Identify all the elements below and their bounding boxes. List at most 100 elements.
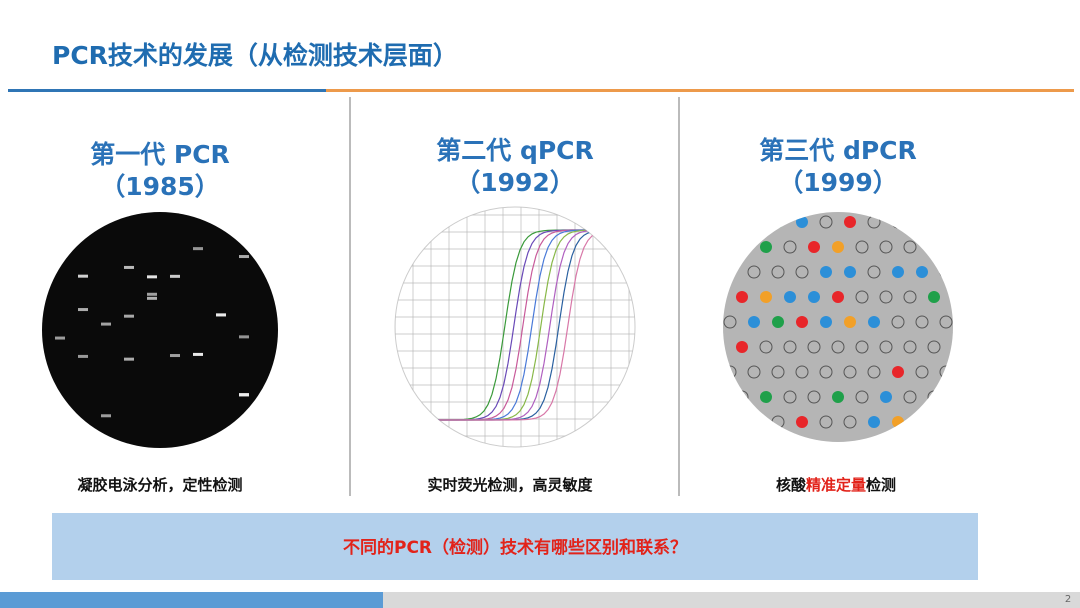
dpcr-well [771, 365, 785, 379]
dpcr-well [807, 390, 821, 404]
gel-band [147, 275, 157, 279]
column-year: （1992） [455, 168, 575, 197]
dpcr-well [723, 215, 737, 229]
gel-band [216, 313, 226, 317]
gel-image [42, 212, 278, 448]
dpcr-well [783, 240, 797, 254]
dpcr-dot [832, 291, 844, 303]
caption-text: 核酸 [776, 476, 807, 494]
dpcr-dot [880, 391, 892, 403]
caption: 核酸精准定量检测 [776, 476, 896, 494]
dpcr-well [843, 365, 857, 379]
dpcr-well [915, 365, 929, 379]
dpcr-well [855, 390, 869, 404]
dpcr-well [891, 315, 905, 329]
dpcr-well [747, 265, 761, 279]
dpcr-well [759, 340, 773, 354]
dpcr-dot [928, 291, 940, 303]
dpcr-well [735, 390, 749, 404]
dpcr-well [867, 265, 881, 279]
caption-text: 实时荧光检测，高灵敏度 [427, 476, 593, 494]
dpcr-dot [724, 266, 736, 278]
dpcr-dot [760, 291, 772, 303]
dpcr-well [783, 340, 797, 354]
dpcr-well [939, 215, 953, 229]
dpcr-dot [796, 216, 808, 228]
dpcr-well [795, 265, 809, 279]
dpcr-well [819, 415, 833, 429]
dpcr-well [891, 215, 905, 229]
dpcr-dot [928, 241, 940, 253]
dpcr-dot [748, 416, 760, 428]
dpcr-dot [832, 241, 844, 253]
column-year: （1985） [100, 172, 220, 201]
dpcr-well [951, 390, 953, 404]
dpcr-well [915, 315, 929, 329]
dpcr-dot [916, 266, 928, 278]
caption: 实时荧光检测，高灵敏度 [427, 476, 593, 494]
dpcr-well [795, 365, 809, 379]
dpcr-dot [940, 416, 952, 428]
gel-band [55, 244, 65, 248]
dpcr-well [843, 415, 857, 429]
dpcr-well [831, 340, 845, 354]
dpcr-dot [760, 391, 772, 403]
column-year: （1999） [778, 168, 898, 197]
dpcr-well [903, 240, 917, 254]
footer-bar [383, 592, 1080, 608]
question: 不同的PCR（检测）技术有哪些区别和联系？ [343, 537, 687, 558]
dpcr-dot [808, 291, 820, 303]
slide-title: PCR技术的发展（从检测技术层面） [52, 41, 458, 70]
dpcr-dot [892, 416, 904, 428]
footer-bar [0, 592, 383, 608]
dpcr-well [879, 290, 893, 304]
gel-band [78, 308, 88, 312]
title-rule [8, 89, 326, 92]
dpcr-dot [736, 341, 748, 353]
dpcr-dot [736, 291, 748, 303]
dpcr-dot [844, 216, 856, 228]
gel-band [101, 322, 111, 326]
dpcr-well [903, 290, 917, 304]
dpcr-dot [808, 241, 820, 253]
dpcr-well [939, 315, 953, 329]
gel-band [147, 292, 157, 296]
dpcr-well [879, 240, 893, 254]
dpcr-dot [952, 241, 953, 253]
dpcr-well [735, 240, 749, 254]
gel-band [239, 255, 249, 259]
dpcr-well [939, 265, 953, 279]
dpcr-image [723, 212, 953, 442]
caption-text: 检测 [866, 476, 896, 494]
dpcr-dot [796, 416, 808, 428]
dpcr-dot [832, 391, 844, 403]
dpcr-dot [868, 316, 880, 328]
dpcr-well [747, 365, 761, 379]
gel-band [55, 336, 65, 340]
gel-band [193, 247, 203, 251]
column-heading: 第二代 qPCR [436, 136, 594, 165]
dpcr-well [927, 390, 941, 404]
dpcr-dot [892, 366, 904, 378]
gel-band [239, 393, 249, 397]
dpcr-well [855, 240, 869, 254]
gel-disc [42, 212, 278, 448]
dpcr-well [807, 340, 821, 354]
dpcr-dot [748, 316, 760, 328]
dpcr-dot [784, 291, 796, 303]
dpcr-dot [760, 241, 772, 253]
dpcr-well [903, 340, 917, 354]
dpcr-dot [916, 416, 928, 428]
gel-band [78, 354, 88, 358]
dpcr-dot [892, 266, 904, 278]
gel-band [193, 352, 203, 356]
dpcr-dot [772, 216, 784, 228]
dpcr-dot [724, 416, 736, 428]
title-rule [326, 89, 1074, 92]
qpcr-image [394, 206, 636, 448]
dpcr-dot [820, 316, 832, 328]
column-heading: 第一代 PCR [90, 140, 230, 169]
dpcr-well [855, 290, 869, 304]
dpcr-well [819, 215, 833, 229]
